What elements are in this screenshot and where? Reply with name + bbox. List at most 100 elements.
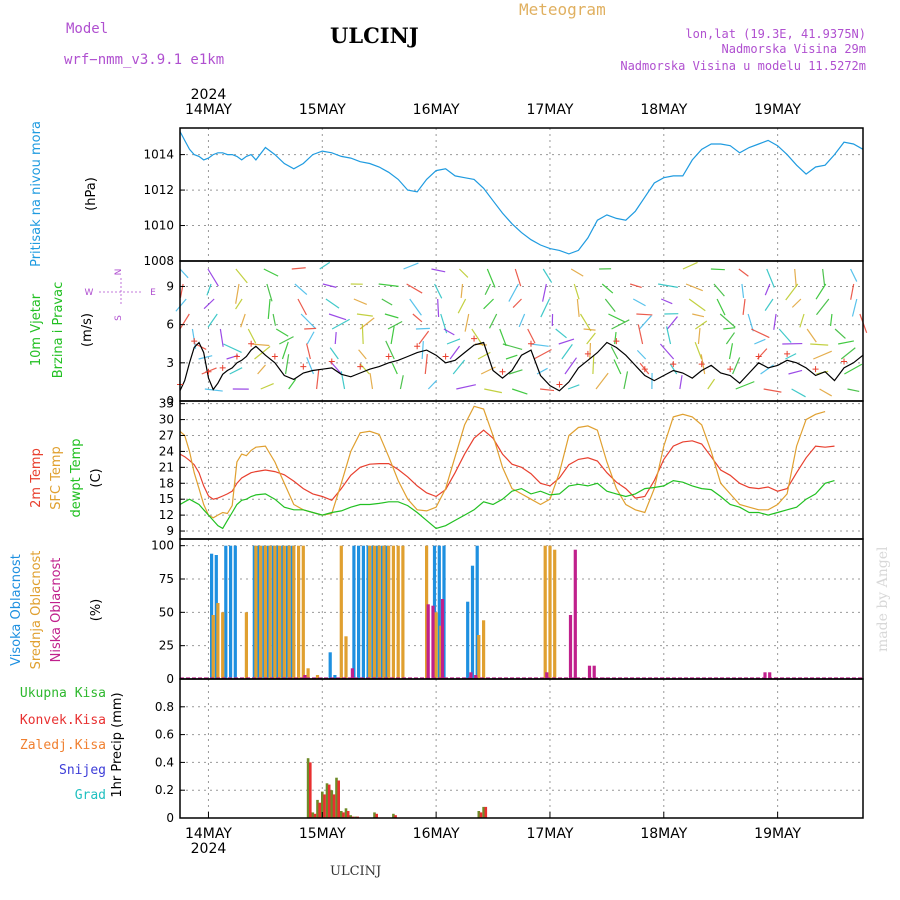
bar-cloud-1 — [216, 603, 220, 679]
bar-cloud-2 — [440, 599, 445, 679]
bar-cloud-1 — [482, 620, 486, 679]
wind-arrow — [542, 268, 553, 283]
wind-arrow — [204, 388, 223, 392]
wind-arrow — [692, 313, 705, 318]
bar-cloud-1 — [377, 545, 381, 679]
bar-precip-0 — [330, 790, 334, 818]
bar-cloud-1 — [396, 545, 400, 679]
wind-arrow — [260, 383, 274, 390]
wind-arrow — [235, 298, 243, 310]
wind-arrow — [477, 351, 491, 360]
bar-precip-0 — [311, 812, 315, 818]
wind-arrow — [229, 367, 243, 375]
series-line-pressure-0 — [179, 131, 864, 255]
bar-cloud-0 — [470, 565, 475, 679]
gust-marker — [584, 350, 591, 357]
gust-marker — [385, 353, 392, 360]
bar-cloud-1 — [391, 545, 395, 679]
wind-arrow — [297, 298, 307, 316]
bar-cloud-1 — [401, 545, 405, 679]
wind-arrow — [458, 268, 469, 278]
wind-arrow — [251, 343, 270, 347]
bar-cloud-0 — [437, 545, 441, 679]
wind-arrow — [810, 343, 829, 346]
bar-cloud-1 — [543, 545, 547, 679]
wind-arrow — [536, 367, 548, 375]
bar-cloud-1 — [297, 545, 301, 679]
bar-cloud-1 — [372, 545, 377, 679]
wind-arrow — [695, 320, 708, 330]
wind-arrow — [838, 340, 854, 345]
bar-cloud-1 — [315, 675, 320, 679]
wind-arrow — [660, 298, 673, 305]
bar-cloud-0 — [466, 601, 470, 679]
wind-arrow — [629, 283, 642, 289]
wind-arrow — [764, 298, 774, 311]
mid-cloud-label: Srednja Oblacnost — [29, 551, 44, 670]
wind-arrow — [484, 388, 502, 394]
wind-arrow — [306, 331, 315, 345]
bar-cloud-1 — [263, 545, 267, 679]
temp-2m-label: 2m Temp — [29, 448, 44, 508]
x-day-label-bottom: 16MAY — [413, 826, 460, 842]
wind-arrow — [791, 388, 806, 398]
wind-arrow — [589, 342, 592, 360]
series-line-temperature-0 — [179, 429, 835, 502]
x-day-label-bottom: 17MAY — [526, 826, 573, 842]
panels — [175, 128, 868, 819]
y-tick-label: 0 — [166, 811, 174, 825]
bar-cloud-1 — [344, 636, 348, 679]
y-tick-label: 1014 — [143, 148, 174, 162]
gust-marker — [471, 335, 478, 342]
wind-arrow — [304, 327, 317, 330]
wind-arrow — [288, 378, 297, 390]
wind-arrow — [710, 268, 725, 271]
bar-cloud-1 — [273, 545, 277, 679]
wind-arrow — [754, 338, 766, 345]
bar-precip-0 — [482, 806, 485, 818]
wind-arrow — [742, 298, 746, 315]
wind-arrow — [179, 268, 189, 279]
wind-arrow — [614, 332, 617, 345]
bar-cloud-1 — [339, 545, 343, 679]
wind-arrow — [508, 369, 523, 375]
panel-frame-pressure — [179, 127, 864, 262]
bar-cloud-1 — [292, 545, 296, 679]
wind-label-2: Brzina i Pravac — [51, 282, 66, 379]
wind-arrow — [636, 313, 653, 316]
y-tick-label: 24 — [159, 444, 174, 458]
gust-marker — [499, 368, 506, 375]
x-day-label-top: 14MAY — [185, 102, 232, 118]
wind-arrow — [741, 283, 745, 298]
wind-arrow — [226, 354, 239, 360]
wind-arrow — [586, 332, 596, 345]
bar-cloud-1 — [382, 545, 386, 679]
series-line-wind-0 — [179, 341, 864, 392]
y-tick-label: 27 — [159, 429, 174, 443]
bar-cloud-2 — [592, 665, 596, 679]
wind-arrow — [794, 268, 797, 287]
wind-arrow — [766, 268, 775, 288]
x-day-label-bottom: 15MAY — [299, 826, 346, 842]
bar-precip-0 — [349, 815, 352, 818]
wind-arrow — [437, 298, 440, 318]
bar-cloud-1 — [244, 612, 248, 679]
wind-arrow — [508, 283, 519, 302]
wind-arrow — [449, 345, 461, 360]
wind-arrow — [418, 330, 430, 345]
wind-arrow — [788, 369, 803, 375]
wind-arrow — [666, 316, 678, 330]
gust-marker — [442, 353, 449, 360]
meteogram-title: Meteogram — [519, 0, 606, 19]
y-tick-label: 0.8 — [155, 700, 174, 714]
wind-arrow — [604, 298, 616, 312]
wind-arrow — [484, 283, 491, 296]
axes: 1008101010121014036991215182124273033025… — [143, 87, 864, 857]
y-tick-label: 50 — [159, 605, 174, 619]
wind-arrow — [540, 388, 555, 392]
panel-frame-wind — [179, 260, 864, 402]
bar-precip-1 — [394, 815, 397, 818]
wind-west-label: W — [85, 288, 94, 298]
x-day-label-top: 19MAY — [754, 102, 801, 118]
x-day-label-top: 17MAY — [526, 102, 573, 118]
